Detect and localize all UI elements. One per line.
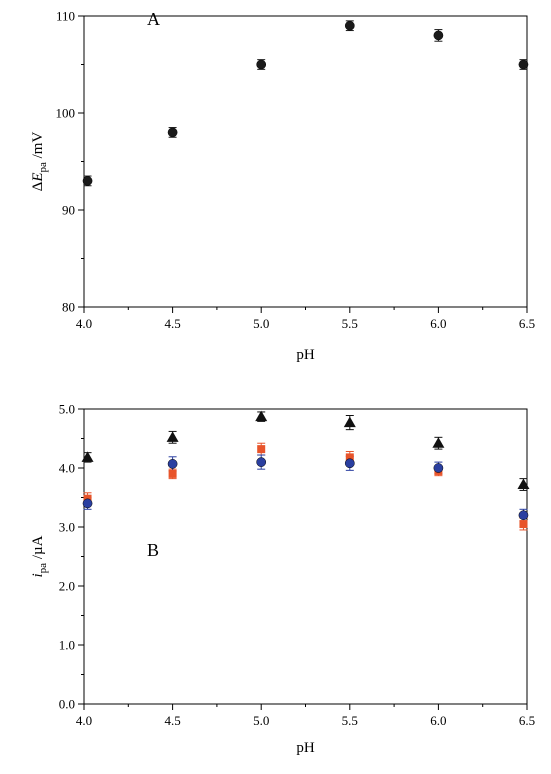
y-tick-labels-b: 0.0 1.0 2.0 3.0 4.0 5.0 xyxy=(59,402,75,712)
x-tick-label: 4.5 xyxy=(164,713,180,728)
data-point-circle xyxy=(518,59,529,70)
y-tick-label: 100 xyxy=(56,106,76,121)
error-bars-b xyxy=(83,411,528,531)
data-point-circle xyxy=(433,463,444,473)
x-tick-label: 4.0 xyxy=(76,316,92,331)
data-point-triangle xyxy=(81,451,94,462)
x-tick-label: 6.5 xyxy=(519,713,535,728)
x-tick-label: 5.5 xyxy=(342,316,358,331)
data-point-triangle xyxy=(517,478,530,490)
data-point-triangle xyxy=(432,437,445,448)
y-tick-label: 4.0 xyxy=(59,461,75,476)
data-point-circle xyxy=(256,457,267,467)
panel-label-b: B xyxy=(147,540,159,560)
panel-b: 4.0 4.5 5.0 5.5 6.0 6.5 0.01.02.03.04.05.0 B … xyxy=(30,402,535,757)
data-point-square xyxy=(519,520,528,529)
x-tick-label: 6.5 xyxy=(519,316,535,331)
x-axis-title-b: pH xyxy=(296,740,315,756)
x-tick-label: 5.5 xyxy=(342,713,358,728)
y-tick-label: 80 xyxy=(62,300,75,315)
y-tick-label: 3.0 xyxy=(59,520,75,535)
x-tick-label: 6.0 xyxy=(430,713,446,728)
x-tick-label: 6.0 xyxy=(430,316,446,331)
x-tick-labels-a: 4.0 4.5 5.0 5.5 6.0 6.5 xyxy=(76,316,535,331)
data-point-circle xyxy=(344,20,355,31)
x-tick-label: 4.5 xyxy=(164,316,180,331)
x-tick-labels-b: 4.0 4.5 5.0 5.5 6.0 6.5 xyxy=(76,713,535,728)
data-point-square xyxy=(257,445,266,454)
data-point-square xyxy=(345,453,354,462)
panel-a: 4.0 4.5 5.0 5.5 6.0 6.5 80 90 100 110 A pH ΔEpa … xyxy=(30,9,535,364)
y-axis-title-b: ipa /µA xyxy=(30,535,49,577)
y-tick-labels-a: 80 90 100 110 xyxy=(56,9,76,315)
data-points-b xyxy=(81,410,530,529)
data-points-a xyxy=(82,20,529,186)
panel-label-a: A xyxy=(147,9,160,29)
y-tick-label: 110 xyxy=(56,9,75,24)
x-axis-title-a: pH xyxy=(296,347,315,363)
data-point-triangle xyxy=(166,431,179,442)
plot-frame-a xyxy=(83,15,528,308)
y-tick-label: 90 xyxy=(62,203,75,218)
y-tick-label: 1.0 xyxy=(59,638,75,653)
data-point-circle xyxy=(167,459,178,469)
y-tick-label: 0.0 xyxy=(59,697,75,712)
data-point-triangle xyxy=(255,410,268,422)
data-point-circle xyxy=(82,176,93,186)
x-tick-label: 5.0 xyxy=(253,713,269,728)
data-point-circle xyxy=(256,59,267,70)
axis-ticks-b xyxy=(78,408,528,710)
x-tick-label: 5.0 xyxy=(253,316,269,331)
data-point-circle xyxy=(82,498,93,509)
y-tick-label: 2.0 xyxy=(59,579,75,594)
axis-ticks-a xyxy=(78,15,528,313)
x-tick-label: 4.0 xyxy=(76,713,92,728)
error-bars-a xyxy=(83,20,528,187)
data-point-circle xyxy=(433,30,444,41)
data-point-circle xyxy=(344,458,355,469)
y-axis-title-a: ΔEpa /mV xyxy=(30,132,49,192)
data-point-triangle xyxy=(343,416,356,428)
data-point-circle xyxy=(167,127,178,138)
y-tick-label: 5.0 xyxy=(59,402,75,417)
data-point-square xyxy=(168,469,177,478)
data-point-circle xyxy=(518,510,529,521)
